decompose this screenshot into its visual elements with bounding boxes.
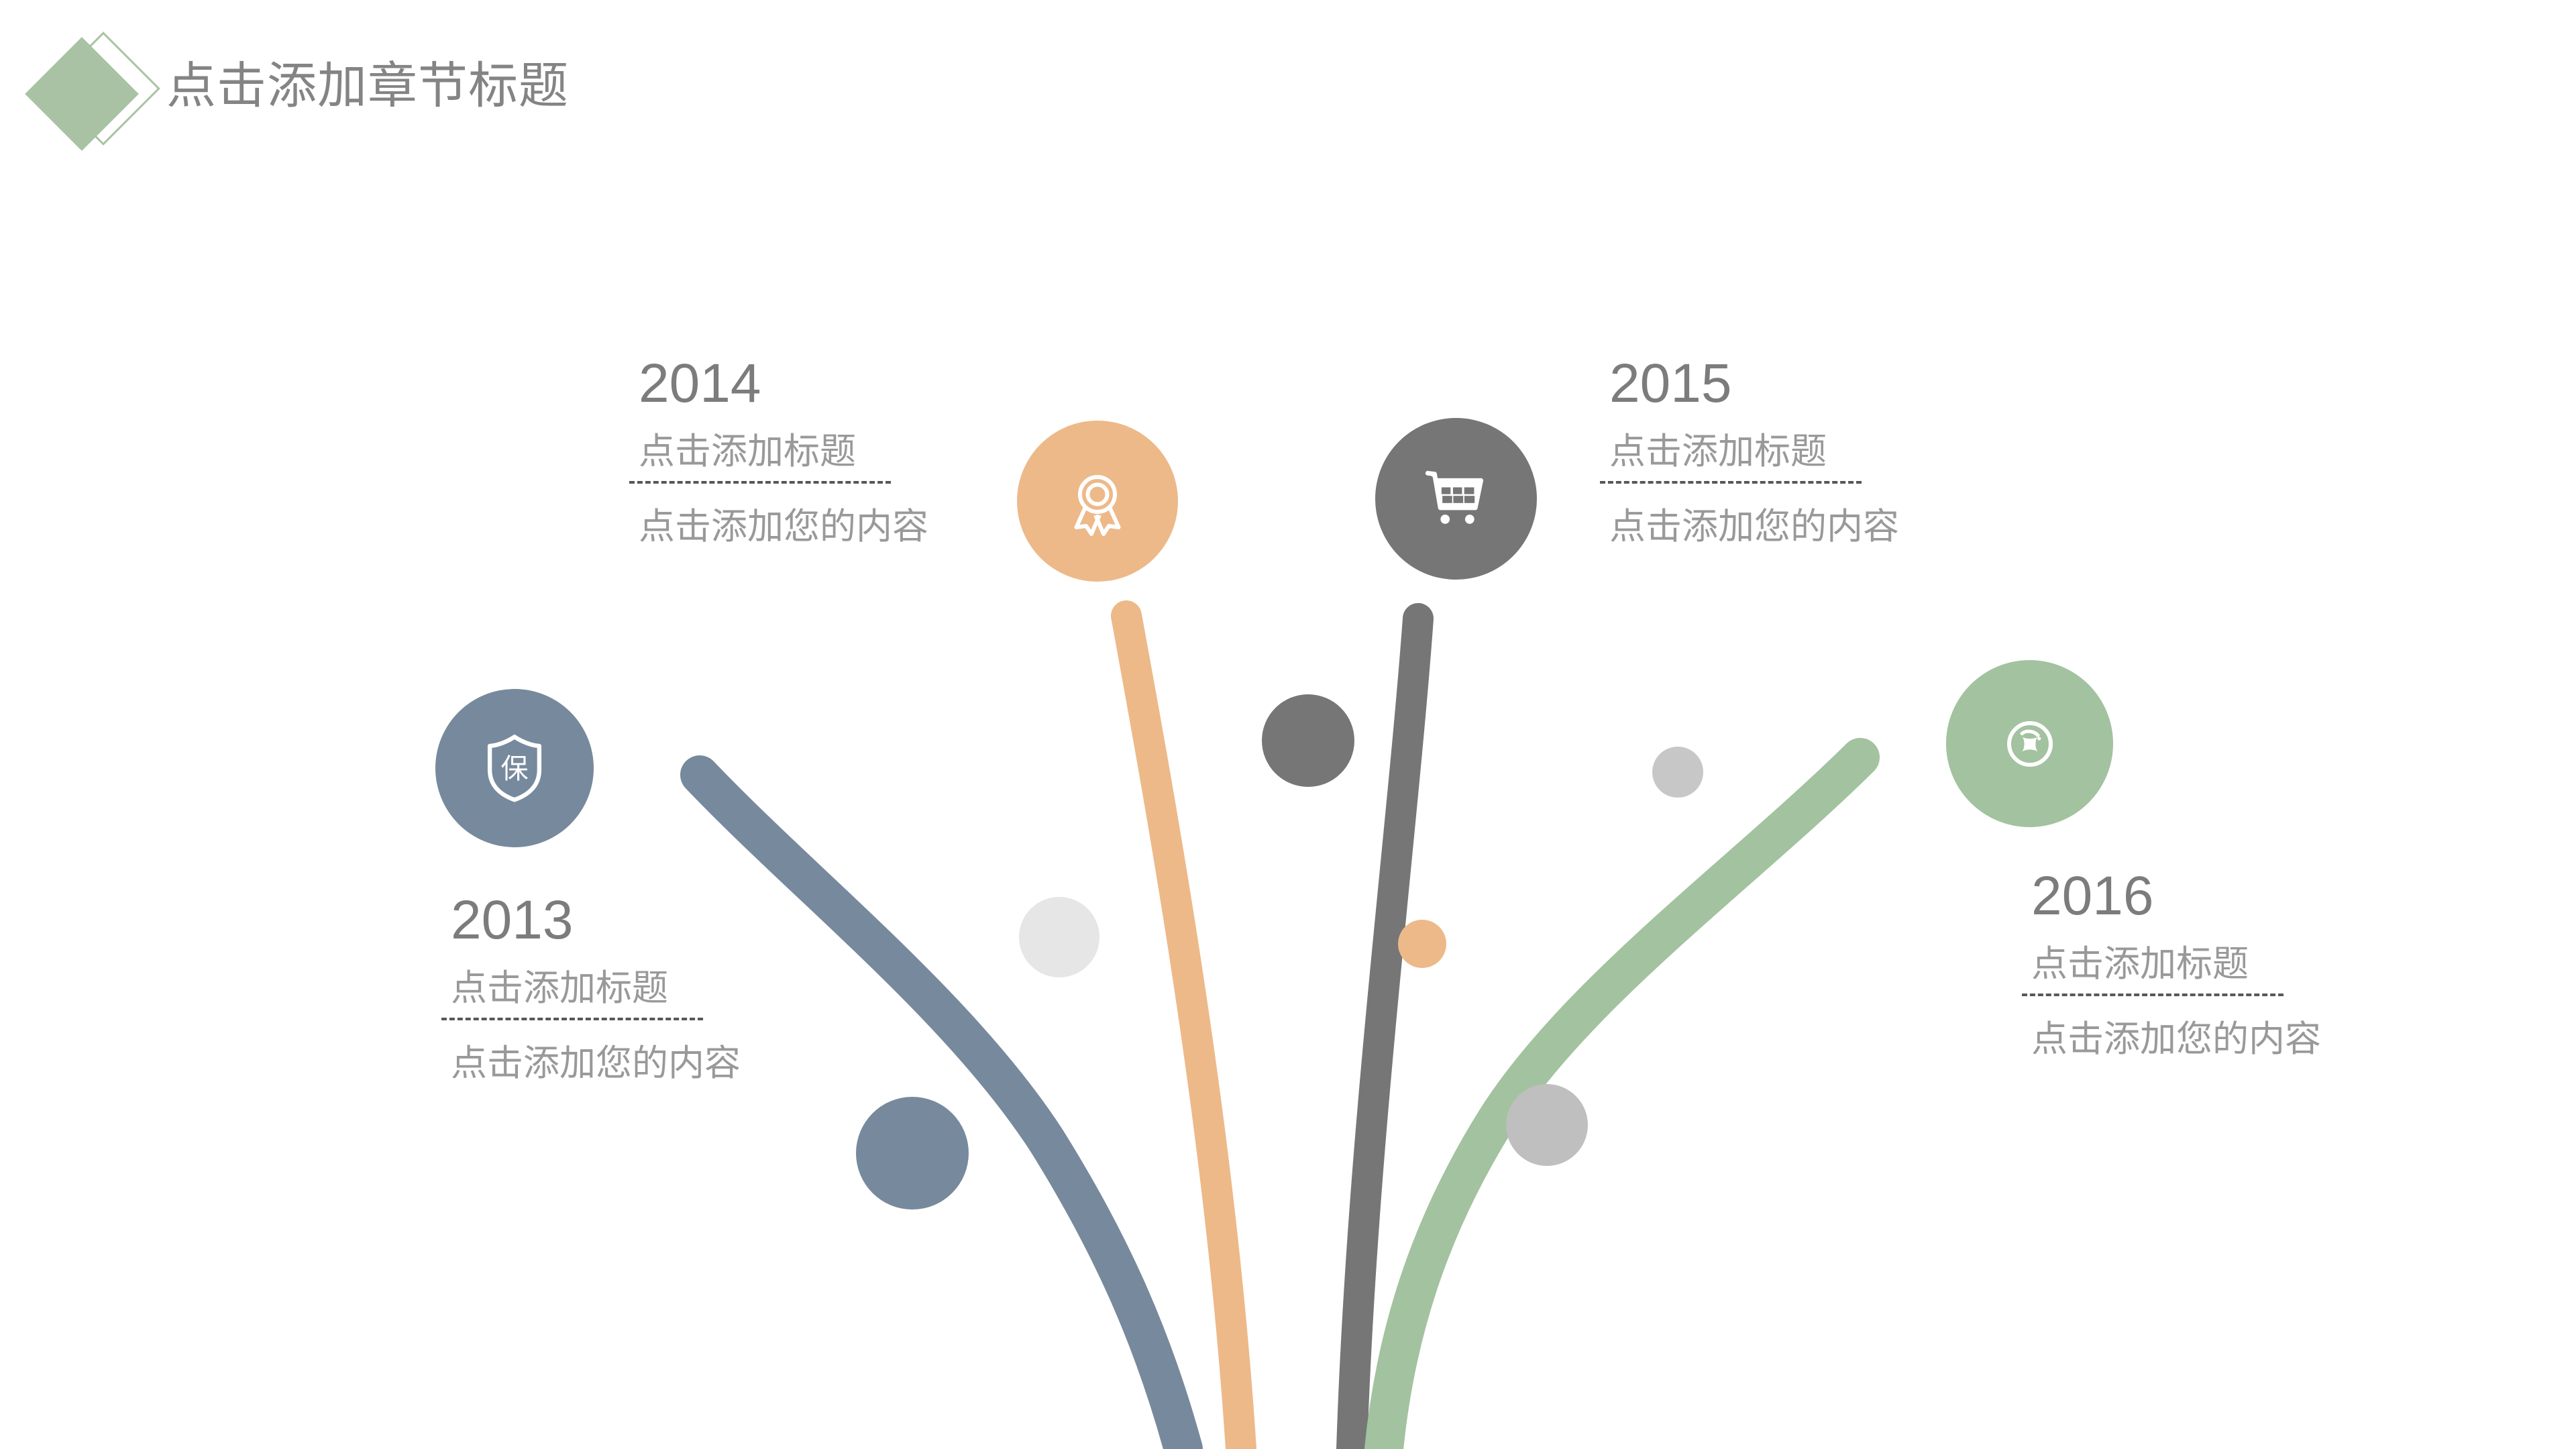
svg-text:保: 保 xyxy=(500,753,528,784)
